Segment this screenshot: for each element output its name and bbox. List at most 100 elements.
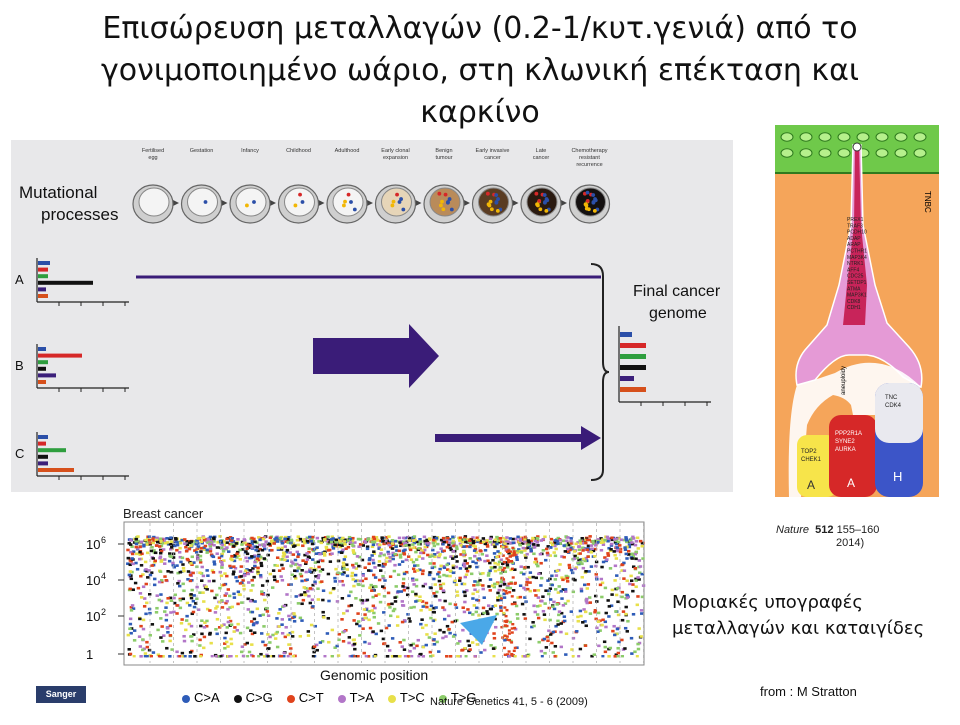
svg-text:ADAP: ADAP bbox=[847, 236, 861, 242]
legend-dot bbox=[438, 694, 447, 703]
legend-item: C>T bbox=[286, 690, 324, 705]
row-bar bbox=[38, 461, 48, 466]
final-bar bbox=[620, 354, 646, 359]
row-bar bbox=[38, 366, 46, 371]
svg-text:egg: egg bbox=[148, 155, 157, 161]
svg-text:Late: Late bbox=[536, 148, 547, 154]
sanger-logo: Sanger bbox=[36, 686, 86, 703]
nature-genetics-citation: Nature Genetics 41, 5 - 6 (2009) bbox=[430, 696, 588, 708]
legend-dot bbox=[233, 694, 242, 703]
row-bar bbox=[38, 448, 66, 453]
box-label-blue: TNC CDK4 bbox=[885, 395, 902, 409]
svg-text:ATMA: ATMA bbox=[847, 286, 861, 292]
svg-text:CDH1: CDH1 bbox=[847, 305, 861, 311]
legend-item: T>C bbox=[387, 690, 425, 705]
final-bar bbox=[620, 376, 634, 381]
svg-text:expansion: expansion bbox=[383, 155, 408, 161]
row-bar bbox=[38, 435, 48, 439]
legend-item: C>A bbox=[182, 690, 220, 705]
legend-label: C>G bbox=[245, 690, 273, 705]
svg-text:SETDP1: SETDP1 bbox=[847, 280, 867, 286]
svg-text:Early invasive: Early invasive bbox=[476, 148, 510, 154]
chart-legend: C>A C>G C>T T>A T>C T>G bbox=[182, 690, 490, 705]
svg-text:B: B bbox=[15, 358, 24, 373]
final-bar bbox=[620, 332, 632, 337]
final-bar bbox=[620, 387, 646, 392]
svg-text:1: 1 bbox=[86, 647, 93, 662]
final-bar bbox=[620, 365, 646, 370]
legend-label: T>G bbox=[450, 690, 477, 705]
svg-text:AFF4: AFF4 bbox=[847, 267, 859, 273]
svg-text:MAP3K1: MAP3K1 bbox=[847, 293, 867, 299]
legend-dot bbox=[337, 694, 346, 703]
row-bar bbox=[38, 380, 46, 384]
row-bar bbox=[38, 287, 46, 292]
arrow-b bbox=[313, 324, 439, 388]
arrow-c-line bbox=[435, 434, 585, 442]
letter-a1: A bbox=[807, 478, 815, 492]
row-bar bbox=[38, 274, 48, 279]
stage-3: Childhood bbox=[277, 148, 325, 224]
svg-text:resistant: resistant bbox=[579, 155, 600, 161]
svg-text:4: 4 bbox=[101, 571, 106, 581]
svg-text:Childhood: Childhood bbox=[286, 148, 311, 154]
x-axis-label: Genomic position bbox=[320, 667, 428, 683]
row-bar bbox=[38, 441, 46, 446]
legend-dot bbox=[387, 694, 396, 703]
legend-item: C>G bbox=[233, 690, 273, 705]
box-label-yellow: TOP2 CHEK1 bbox=[801, 449, 822, 463]
aneuploidy-label: aneuploidy bbox=[841, 366, 847, 395]
svg-text:CDK8: CDK8 bbox=[847, 299, 861, 305]
svg-text:Adulthood: Adulthood bbox=[335, 148, 360, 154]
letter-h: H bbox=[893, 469, 902, 484]
row-bar bbox=[38, 454, 48, 459]
clonal-evolution-tree: TNBC PREX1 TRAF3 PCDH10 ADAP ARAP PCTHR1 MAP3K… bbox=[775, 125, 939, 497]
svg-text:Early clonal: Early clonal bbox=[381, 148, 409, 154]
stage-2: Infancy bbox=[229, 148, 276, 224]
final-label: Final cancer genome bbox=[633, 283, 721, 322]
final-bar bbox=[620, 343, 646, 348]
mutational-process-diagram: Fertilised egg Gestation Infancy Childhood Ad… bbox=[11, 140, 733, 492]
row-bar bbox=[38, 468, 74, 472]
processes-label: Mutational processes bbox=[19, 183, 118, 224]
svg-text:MAP3K4: MAP3K4 bbox=[847, 255, 867, 261]
legend-dot bbox=[286, 694, 295, 703]
svg-text:10: 10 bbox=[86, 573, 100, 588]
bracket bbox=[590, 263, 610, 481]
legend-item: T>A bbox=[337, 690, 374, 705]
stage-1: Gestation bbox=[180, 148, 228, 224]
svg-text:Chemotherapy: Chemotherapy bbox=[571, 148, 607, 154]
svg-text:10: 10 bbox=[86, 537, 100, 552]
svg-text:recurrence: recurrence bbox=[576, 162, 602, 168]
row-bar bbox=[38, 261, 50, 265]
row-A: A bbox=[15, 258, 129, 306]
from-label: from : M Stratton bbox=[760, 684, 857, 699]
svg-text:ARAP: ARAP bbox=[847, 242, 861, 248]
svg-text:2: 2 bbox=[101, 607, 106, 617]
legend-label: C>T bbox=[298, 690, 324, 705]
box-label-red: PPP2R1A SYNE2 AURKA bbox=[835, 431, 862, 453]
stage-4: Adulthood bbox=[326, 148, 373, 224]
svg-text:TRAF3: TRAF3 bbox=[847, 223, 863, 229]
svg-text:Fertilised: Fertilised bbox=[142, 148, 164, 154]
legend-label: T>C bbox=[399, 690, 425, 705]
nature-citation: Nature 512 155–160 2014) bbox=[776, 524, 880, 549]
tnbc-label: TNBC bbox=[923, 191, 932, 213]
chart-title: Breast cancer bbox=[123, 506, 204, 521]
svg-text:Benign: Benign bbox=[435, 148, 452, 154]
svg-text:C: C bbox=[15, 446, 24, 461]
signatures-label: Μοριακές υπογραφές μεταλλαγών και καταιγ… bbox=[672, 592, 925, 639]
row-bar bbox=[38, 353, 82, 358]
legend-label: C>A bbox=[194, 690, 220, 705]
row-bar bbox=[38, 373, 56, 378]
svg-text:PCTHR1: PCTHR1 bbox=[847, 249, 867, 255]
kataegis-arrow bbox=[460, 615, 497, 645]
svg-text:cancer: cancer bbox=[484, 155, 501, 161]
row-C: C bbox=[15, 432, 129, 480]
svg-text:Infancy: Infancy bbox=[241, 148, 259, 154]
legend-dot bbox=[182, 694, 190, 703]
